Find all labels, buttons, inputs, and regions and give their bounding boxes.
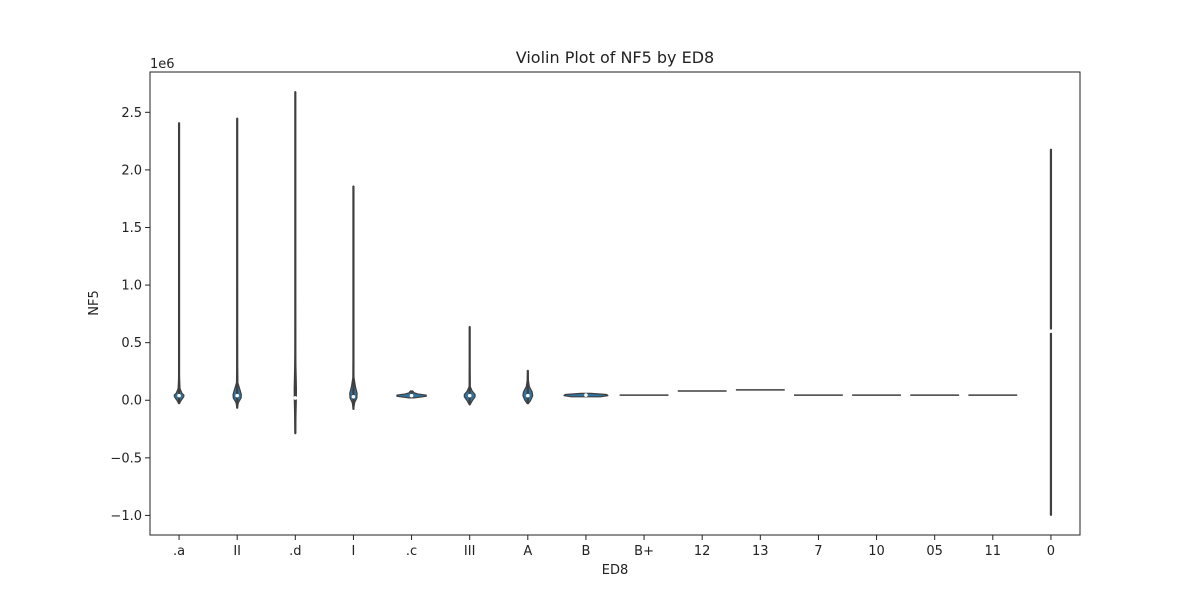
x-tick-label: 7 [814,544,822,559]
violin-B [563,392,609,398]
y-scale-label: 1e6 [150,57,175,72]
violin-III [463,325,476,406]
x-tick-label: 11 [985,544,1002,559]
y-axis-label: NF5 [87,290,102,315]
violin-median [293,396,298,400]
x-tick-label: III [464,544,476,559]
violin-median [177,393,181,398]
y-tick-label: −0.5 [110,451,142,466]
violin-median [526,393,530,398]
violin-.a [173,122,185,405]
plot-frame [149,71,1081,536]
violin-median [467,393,472,398]
x-tick-label: II [233,544,241,559]
x-tick-label: A [523,544,532,559]
chart-title: Violin Plot of NF5 by ED8 [516,48,714,67]
violin-.c [396,390,427,399]
y-tick-label: 2.5 [121,106,142,121]
x-axis: .a II .d I .c III A B B+ 12 13 7 10 05 11 0 [173,535,1055,559]
x-tick-label: B [581,544,590,559]
violin-median [409,393,414,398]
violin-median [351,394,356,399]
x-tick-label: I [352,544,356,559]
y-tick-label: 0.5 [121,336,142,351]
x-tick-label: 12 [694,544,711,559]
x-tick-label: 0 [1047,544,1055,559]
x-tick-label: 13 [752,544,769,559]
y-tick-label: 1.5 [121,221,142,236]
violin-I [349,185,358,411]
y-tick-label: 2.0 [121,163,142,178]
violin-A [522,369,534,405]
violin-median [235,393,239,398]
x-tick-label: .c [406,544,417,559]
violin-median [584,393,588,397]
y-tick-label: 1.0 [121,279,142,294]
y-tick-label: −1.0 [110,509,142,524]
violin-0 [1049,148,1053,517]
x-tick-label: 05 [926,544,943,559]
x-tick-label: B+ [634,544,654,559]
x-tick-label: .d [289,544,301,559]
x-tick-label: 10 [868,544,885,559]
y-tick-label: 0.0 [121,394,142,409]
y-axis: −1.0 −0.5 0.0 0.5 1.0 1.5 2.0 2.5 [110,106,150,524]
violin-median [1049,329,1053,333]
x-axis-label: ED8 [602,563,629,578]
x-tick-label: .a [173,544,185,559]
violin-II [232,117,242,409]
violin-group [173,90,1053,517]
violin-.d [293,90,298,435]
